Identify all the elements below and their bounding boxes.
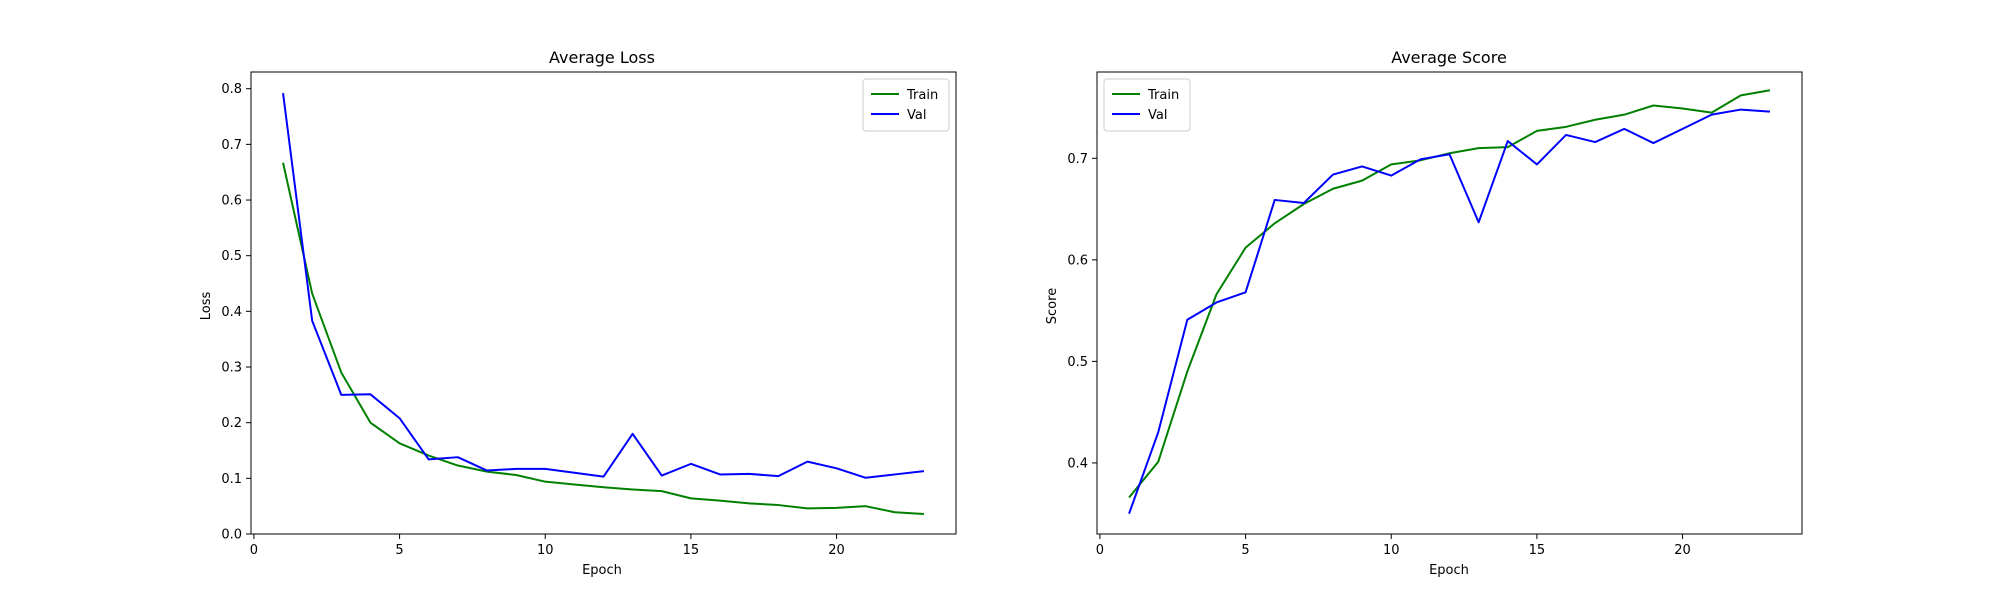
score-legend-box: [1103, 78, 1191, 132]
loss-plot-layer: 0 5 10 15 20 0.0 0.1 0.2 0.3 0.4 0.5 0.6 0.7 0.8 Train…: [221, 71, 957, 558]
loss-legend-label-train: Train: [906, 88, 938, 103]
loss-y-tick-label: 0.5: [221, 249, 242, 264]
loss-axes-frame: [250, 71, 957, 535]
loss-y-tick-label: 0.7: [221, 138, 242, 153]
score-x-tick-label: 15: [1529, 543, 1546, 558]
loss-y-tick-label: 0.2: [221, 416, 242, 431]
score-x-tick-label: 10: [1383, 543, 1400, 558]
score-y-tick-label: 0.7: [1067, 152, 1088, 167]
score-y-tick-label: 0.4: [1067, 456, 1088, 471]
loss-legend-label-val: Val: [907, 108, 926, 123]
loss-y-tick-label: 0.6: [221, 194, 242, 209]
loss-chart-title: Average Loss: [549, 48, 655, 67]
loss-y-tick-label: 0.0: [221, 528, 242, 543]
loss-x-tick-label: 5: [395, 543, 403, 558]
loss-y-tick-label: 0.1: [221, 472, 242, 487]
loss-legend-box: [862, 78, 950, 132]
loss-series-line-val: [282, 93, 925, 479]
score-axes-frame: [1096, 71, 1803, 535]
score-y-tick-label: 0.5: [1067, 355, 1088, 370]
loss-x-axis-label: Epoch: [582, 563, 622, 578]
loss-x-tick-label: 10: [537, 543, 554, 558]
loss-y-tick-label: 0.3: [221, 361, 242, 376]
loss-y-tick-label: 0.8: [221, 82, 242, 97]
score-x-tick-label: 5: [1241, 543, 1249, 558]
score-chart-title: Average Score: [1391, 48, 1507, 67]
score-plot-layer: 0 5 10 15 20 0.4 0.5 0.6 0.7 Train Val: [1067, 71, 1803, 558]
score-y-axis-label: Score: [1045, 288, 1060, 324]
score-legend-label-val: Val: [1148, 108, 1167, 123]
loss-x-tick-label: 20: [828, 543, 845, 558]
score-x-axis-label: Epoch: [1429, 563, 1469, 578]
score-panel: Average Score 0 5 10 15 20 0.4 0.5 0.6 0.7 Train V…: [1045, 48, 1803, 578]
loss-series-line-train: [282, 162, 925, 515]
loss-x-tick-label: 15: [683, 543, 700, 558]
score-x-tick-label: 20: [1674, 543, 1691, 558]
score-x-tick-label: 0: [1096, 543, 1104, 558]
score-series-line-train: [1128, 89, 1771, 499]
loss-y-tick-label: 0.4: [221, 305, 242, 320]
score-y-tick-label: 0.6: [1067, 253, 1088, 268]
score-legend-label-train: Train: [1147, 88, 1179, 103]
loss-x-tick-label: 0: [250, 543, 258, 558]
loss-y-axis-label: Loss: [199, 292, 214, 321]
loss-panel: Average Loss 0 5 10 15 200.00.10.20.30.40.50…: [199, 48, 957, 578]
score-series-line-val: [1128, 108, 1771, 515]
